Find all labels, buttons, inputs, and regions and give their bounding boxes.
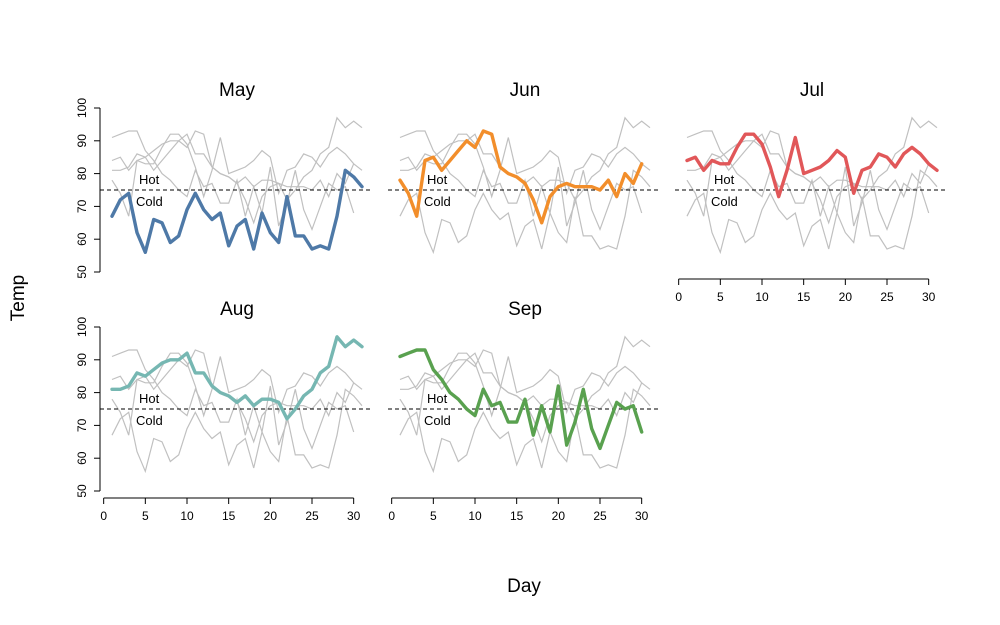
- reference-label-cold: Cold: [136, 413, 163, 428]
- series-line-may-background: [399, 388, 651, 474]
- y-tick-label: 60: [75, 451, 89, 465]
- x-tick-label: 5: [430, 509, 437, 523]
- panel-title-jul: Jul: [800, 80, 824, 101]
- x-tick-label: 20: [839, 290, 853, 304]
- panel-jul: Jul Hot Cold 0 5 10 15 20 25 30: [675, 80, 947, 304]
- x-tick-label: 25: [305, 509, 319, 523]
- y-tick-label: 80: [75, 167, 89, 181]
- reference-label-hot: Hot: [139, 391, 160, 406]
- x-tick-label: 5: [142, 509, 149, 523]
- x-tick-label: 10: [180, 509, 194, 523]
- reference-label-hot: Hot: [139, 172, 160, 187]
- y-tick-label: 50: [75, 484, 89, 498]
- reference-label-hot: Hot: [427, 391, 448, 406]
- x-tick-label: 30: [347, 509, 361, 523]
- panel-jun: Jun Hot Cold: [388, 80, 660, 255]
- series-line-jul-background: [399, 352, 651, 418]
- reference-label-cold: Cold: [711, 194, 738, 209]
- series-line-aug-background: [687, 116, 938, 201]
- series-line-jul-background: [111, 133, 363, 199]
- x-tick-label: 10: [755, 290, 769, 304]
- series-line-may-background: [399, 169, 651, 255]
- x-tick-label: 20: [264, 509, 278, 523]
- panel-aug: Aug Hot Cold 50 60 70 80 90 100 0 5 10 15 20 25 30: [75, 299, 372, 523]
- y-tick-label: 90: [75, 134, 89, 148]
- series-line-jul-background: [399, 133, 651, 199]
- reference-label-cold: Cold: [424, 194, 451, 209]
- series-line-may-background: [686, 169, 938, 255]
- y-tick-label: 70: [75, 418, 89, 432]
- reference-label-hot: Hot: [714, 172, 735, 187]
- x-tick-label: 0: [675, 290, 682, 304]
- series-line-jun-highlight: [398, 129, 644, 225]
- series-line-aug-highlight: [110, 335, 364, 421]
- reference-label-cold: Cold: [424, 413, 451, 428]
- reference-label-hot: Hot: [427, 172, 448, 187]
- y-tick-label: 80: [75, 386, 89, 400]
- panel-title-jun: Jun: [510, 80, 541, 101]
- panel-title-may: May: [219, 80, 255, 101]
- reference-label-cold: Cold: [136, 194, 163, 209]
- y-tick-label: 70: [75, 199, 89, 213]
- series-line-may-background: [111, 388, 363, 474]
- series-line-jul-highlight: [685, 132, 939, 199]
- x-tick-label: 5: [717, 290, 724, 304]
- panel-title-aug: Aug: [220, 299, 254, 320]
- series-line-sep-background: [111, 349, 355, 451]
- series-line-sep-highlight: [398, 348, 644, 451]
- x-tick-label: 10: [468, 509, 482, 523]
- y-tick-label: 100: [75, 317, 89, 337]
- y-tick-label: 50: [75, 265, 89, 279]
- x-tick-label: 20: [552, 509, 566, 523]
- series-line-sep-background: [399, 130, 643, 232]
- y-tick-label: 90: [75, 353, 89, 367]
- x-tick-label: 30: [635, 509, 649, 523]
- series-line-sep-background: [686, 130, 930, 232]
- series-line-may-highlight: [110, 168, 364, 255]
- panel-may: May Hot Cold 50 60 70 80 90 100: [75, 80, 372, 279]
- y-tick-label: 100: [75, 98, 89, 118]
- x-tick-label: 25: [593, 509, 607, 523]
- x-tick-label: 0: [388, 509, 395, 523]
- series-line-sep-background: [111, 130, 355, 232]
- x-tick-label: 15: [510, 509, 524, 523]
- x-tick-label: 25: [880, 290, 894, 304]
- panel-title-sep: Sep: [508, 299, 542, 320]
- y-tick-label: 60: [75, 232, 89, 246]
- series-line-aug-background: [112, 116, 363, 201]
- x-axis-title: Day: [507, 576, 541, 597]
- panel-sep: Sep Hot Cold 0 5 10 15 20 25 30: [388, 299, 660, 523]
- y-axis-title: Temp: [8, 275, 29, 321]
- x-tick-label: 15: [797, 290, 811, 304]
- x-tick-label: 30: [922, 290, 936, 304]
- series-line-jul-background: [111, 352, 363, 418]
- x-tick-label: 0: [100, 509, 107, 523]
- x-tick-label: 15: [222, 509, 236, 523]
